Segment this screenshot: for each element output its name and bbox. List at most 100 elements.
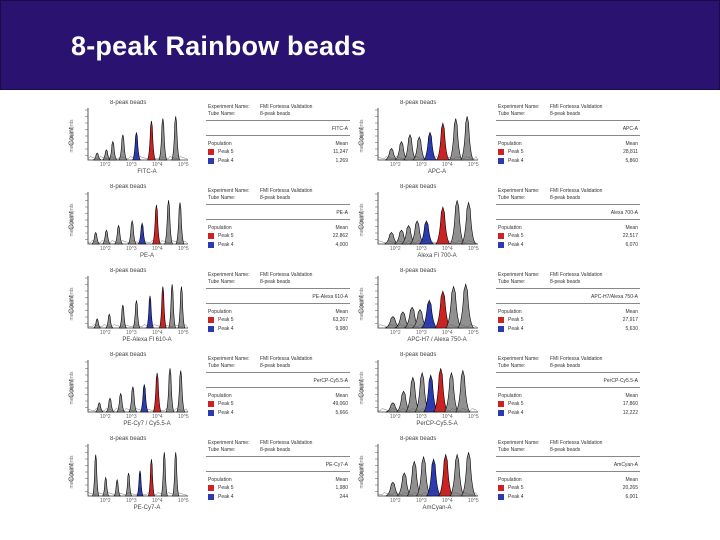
- histogram-peak: [460, 452, 477, 497]
- histogram-peak: [172, 452, 180, 497]
- population-header: Population: [208, 141, 232, 147]
- x-axis-label: PE-Cy7 / Cy5.5-A: [123, 421, 171, 427]
- peak5-row: Peak 5 27,917: [498, 317, 638, 324]
- mean-header: Mean: [335, 309, 348, 315]
- histogram-baseline: [87, 408, 189, 413]
- peak5-row: Peak 5 17,860: [498, 401, 638, 408]
- histogram-panel: Count measurements 8-peak beads PE-Cy7-A 10^…: [62, 436, 352, 518]
- tube-label: Tube Name:: [208, 279, 236, 285]
- mean-header: Mean: [625, 141, 638, 147]
- divider: [206, 456, 350, 457]
- tube-label: Tube Name:: [208, 447, 236, 453]
- statistics-box: Experiment Name: FMI Fortessa Validation T…: [496, 356, 640, 426]
- peak4-swatch: [208, 158, 214, 164]
- tube-label: Tube Name:: [208, 363, 236, 369]
- statistics-box: Experiment Name: FMI Fortessa Validation T…: [206, 356, 350, 426]
- mean-header: Mean: [335, 393, 348, 399]
- peak5-swatch: [498, 485, 504, 491]
- experiment-value: FMI Fortessa Validation: [260, 188, 313, 194]
- experiment-value: FMI Fortessa Validation: [550, 440, 603, 446]
- histogram-peak: [132, 300, 141, 329]
- peak5-label: Peak 5: [508, 401, 524, 407]
- histogram-panel: Count measurements 8-peak beads PE-Alexa Fl…: [62, 268, 352, 350]
- peak4-row: Peak 4 1,269: [208, 158, 348, 165]
- peak4-row: Peak 4 4,000: [208, 242, 348, 249]
- peak4-mean: 1,269: [335, 158, 348, 164]
- peak4-swatch: [208, 242, 214, 248]
- peak5-mean: 28,811: [623, 149, 638, 155]
- stats-header: Population Mean: [498, 477, 638, 483]
- peak4-label: Peak 4: [218, 158, 234, 164]
- experiment-label: Experiment Name:: [208, 356, 250, 362]
- peak4-mean: 5,630: [625, 326, 638, 332]
- peak5-row: Peak 5 1,980: [208, 485, 348, 492]
- histogram-peak: [175, 202, 185, 245]
- histogram-plot: [85, 360, 189, 413]
- population-header: Population: [498, 309, 522, 315]
- experiment-label: Experiment Name:: [208, 440, 250, 446]
- histogram-peak: [171, 116, 181, 161]
- mean-header: Mean: [335, 141, 348, 147]
- peak4-swatch: [498, 494, 504, 500]
- stats-header: Population Mean: [208, 477, 348, 483]
- tube-label: Tube Name:: [498, 195, 526, 201]
- peak5-label: Peak 5: [508, 317, 524, 323]
- tube-label: Tube Name:: [498, 447, 526, 453]
- x-tick-label: 10^5: [178, 414, 189, 420]
- peak5-swatch: [498, 401, 504, 407]
- peak4-swatch: [208, 326, 214, 332]
- parameter-name: PerCP-Cy5.5-A: [603, 378, 638, 384]
- divider: [206, 120, 350, 121]
- divider: [496, 204, 640, 205]
- tube-label: Tube Name:: [498, 111, 526, 117]
- divider: [496, 135, 640, 136]
- peak4-label: Peak 4: [218, 410, 234, 416]
- x-axis-label: PerCP-Cy5.5-A: [416, 421, 458, 427]
- experiment-label: Experiment Name:: [208, 272, 250, 278]
- x-tick-label: 10^5: [468, 330, 479, 336]
- mean-header: Mean: [625, 477, 638, 483]
- tube-value: 8-peak beads: [260, 195, 291, 201]
- experiment-value: FMI Fortessa Validation: [260, 440, 313, 446]
- peak5-swatch: [208, 401, 214, 407]
- histogram-peak: [165, 368, 175, 413]
- statistics-box: Experiment Name: FMI Fortessa Validation T…: [206, 440, 350, 510]
- histogram-baseline: [87, 324, 189, 329]
- stats-header: Population Mean: [498, 141, 638, 147]
- population-header: Population: [498, 225, 522, 231]
- population-header: Population: [498, 141, 522, 147]
- tube-value: 8-peak beads: [260, 279, 291, 285]
- histogram-baseline: [377, 240, 479, 245]
- peak5-mean: 63,267: [332, 317, 348, 323]
- peak4-label: Peak 4: [508, 410, 524, 416]
- x-axis-label: FITC-A: [137, 169, 157, 175]
- x-tick-label: 10^3: [126, 246, 137, 252]
- divider: [206, 219, 350, 220]
- peak4-swatch: [498, 158, 504, 164]
- x-tick-label: 10^2: [100, 246, 111, 252]
- stats-header: Population Mean: [498, 393, 638, 399]
- histogram-baseline: [377, 408, 479, 413]
- x-tick-label: 10^5: [178, 246, 189, 252]
- peak5-row: Peak 5 20,265: [498, 485, 638, 492]
- peak4-mean: 5,860: [625, 158, 638, 164]
- tube-value: 8-peak beads: [550, 279, 581, 285]
- x-tick-label: 10^2: [390, 498, 401, 504]
- histogram-peak: [128, 386, 138, 413]
- histogram-baseline: [87, 156, 189, 161]
- histogram-title: 8-peak beads: [110, 436, 147, 442]
- x-axis-label: PE-Alexa Fl 610-A: [122, 337, 172, 343]
- histogram-plot: [375, 360, 479, 413]
- histogram-panel: Count measurements 8-peak beads PerCP-Cy5.5…: [352, 352, 642, 434]
- histogram-peak: [176, 370, 186, 413]
- histogram-baseline: [377, 156, 479, 161]
- peak5-swatch: [208, 317, 214, 323]
- x-tick-label: 10^3: [416, 162, 427, 168]
- x-axis-label: Alexa Fl 700-A: [417, 253, 457, 259]
- peak4-swatch: [498, 410, 504, 416]
- peak4-mean: 244: [339, 494, 348, 500]
- divider: [496, 456, 640, 457]
- peak4-row: Peak 4 5,666: [208, 410, 348, 417]
- divider: [496, 120, 640, 121]
- population-header: Population: [208, 225, 232, 231]
